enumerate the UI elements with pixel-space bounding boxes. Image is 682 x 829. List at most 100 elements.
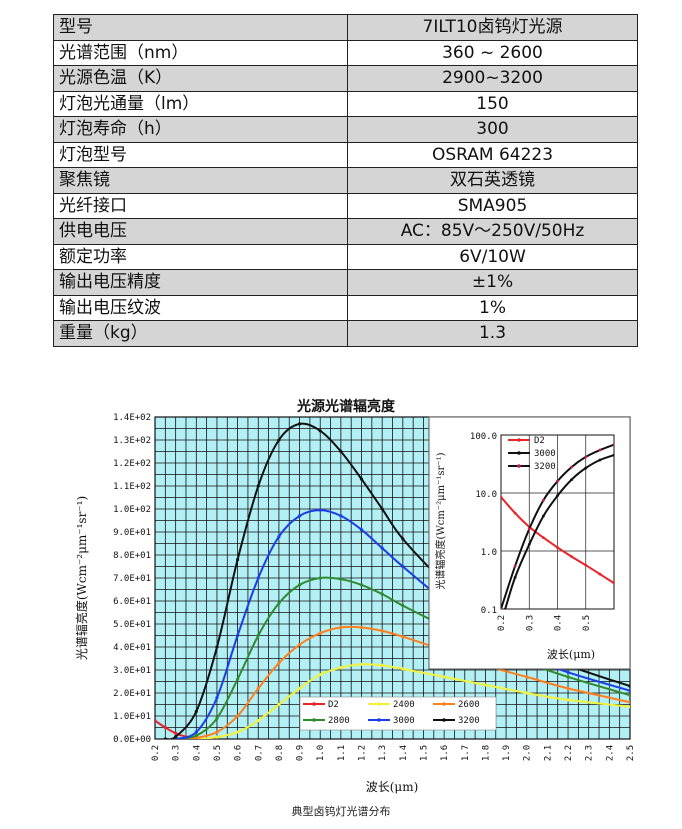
inset-data-point: [556, 494, 559, 498]
spec-value: 300: [347, 116, 638, 143]
inset-legend-marker: [517, 464, 521, 468]
data-point: [380, 629, 384, 633]
data-point: [277, 438, 281, 442]
data-point: [380, 546, 384, 550]
spec-key: 输出电压纹波: [53, 294, 348, 321]
data-point: [525, 675, 529, 679]
legend-marker: [442, 702, 446, 706]
x-tick-label: 0.2: [151, 745, 161, 761]
data-point: [339, 625, 343, 630]
inset-legend-marker: [517, 451, 521, 455]
spec-row: 额定功率 6V/10W: [53, 243, 638, 270]
inset-data-point: [612, 443, 614, 447]
chart-title: 光源光谱辐亮度: [296, 398, 396, 415]
inset-data-point: [541, 498, 545, 502]
spec-value: ±1%: [347, 269, 638, 296]
data-point: [339, 666, 343, 670]
data-point: [359, 583, 364, 587]
inset-data-point: [584, 563, 588, 567]
data-point: [628, 684, 630, 688]
spec-row: 输出电压精度 ±1%: [53, 269, 638, 296]
data-point: [194, 709, 198, 713]
data-point: [628, 689, 630, 693]
data-point: [155, 719, 157, 723]
series-2400: [194, 662, 630, 739]
data-point: [318, 508, 322, 512]
inset-data-point: [584, 455, 588, 459]
inset-data-point: [541, 536, 545, 540]
spec-value: 1.3: [347, 320, 638, 347]
data-point: [277, 601, 281, 605]
inset-x-axis-label: 波长(μm): [547, 648, 595, 661]
inset-data-point: [598, 572, 602, 576]
spec-row: 光源色温（K） 2900~3200: [53, 65, 638, 92]
data-point: [256, 576, 260, 580]
data-point: [628, 693, 630, 697]
inset-data-point: [501, 495, 503, 499]
spec-key: 灯泡型号: [53, 141, 348, 168]
data-point: [236, 633, 240, 638]
series-line: [196, 663, 630, 739]
inset-x-tick-label: 0.5: [582, 615, 592, 631]
spec-row: 光谱范围（nm） 360 ~ 2600: [53, 39, 638, 66]
x-tick-label: 1.9: [502, 745, 512, 761]
inset-data-point: [527, 527, 531, 531]
y-tick-label: 8.0E+01: [113, 551, 151, 561]
x-tick-label: 1.3: [378, 745, 388, 761]
inset-legend-label: 3200: [534, 462, 556, 472]
y-tick-label: 1.3E+02: [113, 436, 151, 446]
inset-legend-label: D2: [534, 436, 545, 446]
figure-caption: 典型卤钨灯光谱分布: [291, 805, 391, 818]
y-tick-label: 1.4E+02: [113, 413, 151, 423]
legend-marker: [312, 702, 316, 706]
data-point: [318, 631, 322, 635]
x-tick-label: 0.6: [234, 745, 244, 761]
data-point: [163, 725, 167, 730]
data-point: [174, 731, 178, 735]
data-point: [359, 528, 364, 532]
data-point: [256, 484, 260, 488]
inset-y-tick-label: 1.0: [481, 548, 497, 558]
legend: D2 2400 2600 2800 3000 3200: [299, 696, 497, 731]
data-point: [483, 683, 488, 687]
legend-marker: [312, 718, 316, 722]
x-tick-label: 2.0: [523, 745, 533, 761]
data-point: [277, 661, 281, 665]
data-point: [566, 686, 570, 690]
spec-key: 额定功率: [53, 243, 348, 270]
x-tick-label: 0.9: [296, 745, 306, 761]
inset-legend-label: 3000: [534, 449, 556, 459]
data-point: [236, 558, 240, 562]
data-point: [318, 673, 322, 677]
data-point: [401, 537, 405, 541]
legend-box: [299, 696, 497, 731]
inset-series-D2: [501, 495, 614, 585]
data-point: [297, 422, 302, 426]
spec-value: 6V/10W: [347, 243, 638, 270]
data-point: [297, 514, 302, 518]
x-tick-label: 0.5: [213, 745, 223, 761]
data-point: [401, 564, 405, 569]
spec-value: 360 ~ 2600: [347, 39, 638, 66]
inset-data-point: [513, 564, 517, 568]
data-point: [628, 700, 630, 704]
spec-key: 供电电压: [53, 218, 348, 245]
spec-key: 输出电压精度: [53, 269, 348, 296]
data-point: [256, 686, 260, 690]
x-tick-label: 0.3: [172, 745, 182, 761]
y-tick-label: 2.0E+01: [113, 689, 151, 699]
x-tick-label: 1.4: [399, 745, 409, 761]
inset-data-point: [612, 581, 614, 585]
data-point: [442, 675, 446, 679]
data-point: [215, 645, 219, 649]
data-point: [339, 577, 343, 581]
y-tick-label: 5.0E+01: [113, 620, 151, 630]
data-point: [215, 735, 219, 739]
y-tick-label: 1.1E+02: [113, 482, 151, 492]
data-point: [215, 730, 219, 734]
inset-data-point: [513, 576, 517, 579]
grid-lines: [154, 416, 631, 740]
legend-label: 2800: [328, 716, 350, 726]
spec-table: 型号 7ILT10卤钨灯光源 光谱范围（nm） 360 ~ 2600 光源色温（K） 29…: [53, 14, 638, 347]
legend-marker: [377, 702, 381, 706]
